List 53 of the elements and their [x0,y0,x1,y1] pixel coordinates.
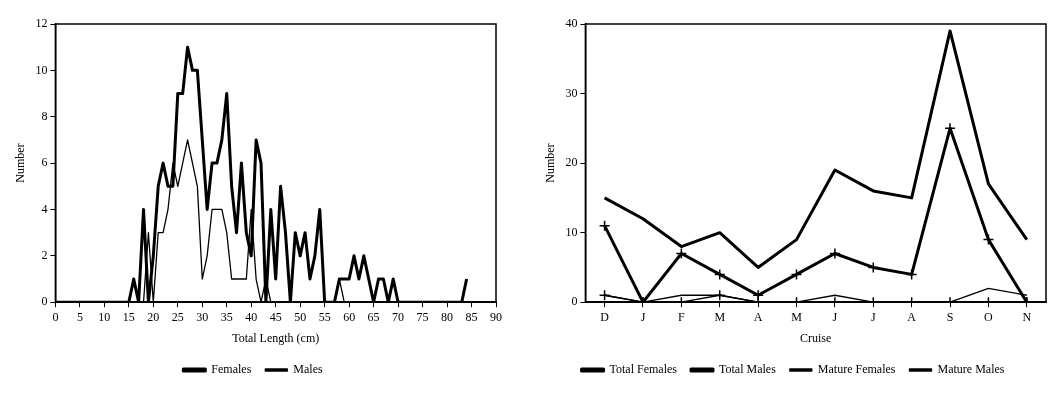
x-tick-label: 45 [269,309,282,324]
y-tick-label: 2 [41,247,48,262]
y-tick-label: 10 [565,224,578,239]
x-tick-label: S [946,309,954,324]
x-tick-label: N [1022,309,1032,324]
x-tick-label: 90 [490,309,502,324]
x-axis-title: Total Length (cm) [232,330,320,345]
x-tick-label: 85 [465,309,478,324]
y-tick-label: 6 [41,155,48,170]
y-tick-label: 4 [41,201,48,216]
y-tick-label: 10 [35,62,48,77]
x-tick-label: 35 [220,309,233,324]
x-tick-label: 70 [392,309,405,324]
legend-label: Females [211,362,252,377]
x-tick-label: 40 [245,309,258,324]
x-tick-label: M [791,309,803,324]
y-tick-label: 12 [35,16,48,31]
x-tick-label: 50 [294,309,307,324]
x-tick-label: 15 [122,309,135,324]
x-tick-label: D [600,309,610,324]
y-tick-label: 30 [565,85,578,100]
x-tick-label: J [640,309,646,324]
legend-label: Total Females [609,362,678,377]
x-tick-label: J [832,309,838,324]
x-tick-label: 30 [196,309,209,324]
x-tick-label: 60 [343,309,356,324]
legend-label: Total Males [719,362,777,377]
x-tick-label: A [907,309,917,324]
x-tick-label: O [984,309,994,324]
y-tick-label: 8 [41,108,48,123]
y-axis-title: Number [543,143,558,183]
x-tick-label: 65 [367,309,380,324]
x-tick-label: 75 [416,309,429,324]
x-tick-label: 0 [52,309,59,324]
legend-label: Males [293,362,323,377]
x-tick-label: 20 [147,309,160,324]
y-tick-label: 0 [41,294,48,309]
x-tick-label: 25 [171,309,184,324]
x-tick-label: 5 [76,309,83,324]
y-tick-label: 20 [565,155,578,170]
x-tick-label: 10 [98,309,111,324]
y-tick-label: 40 [565,16,578,31]
y-axis-title: Number [13,143,28,183]
legend-label: Mature Females [817,362,896,377]
x-tick-label: A [753,309,763,324]
x-axis-title: Cruise [800,330,832,345]
y-tick-label: 0 [571,294,578,309]
x-tick-label: 80 [441,309,454,324]
x-tick-label: M [714,309,726,324]
x-tick-label: F [678,309,686,324]
x-tick-label: J [870,309,876,324]
legend-label: Mature Males [937,362,1005,377]
x-tick-label: 55 [318,309,331,324]
